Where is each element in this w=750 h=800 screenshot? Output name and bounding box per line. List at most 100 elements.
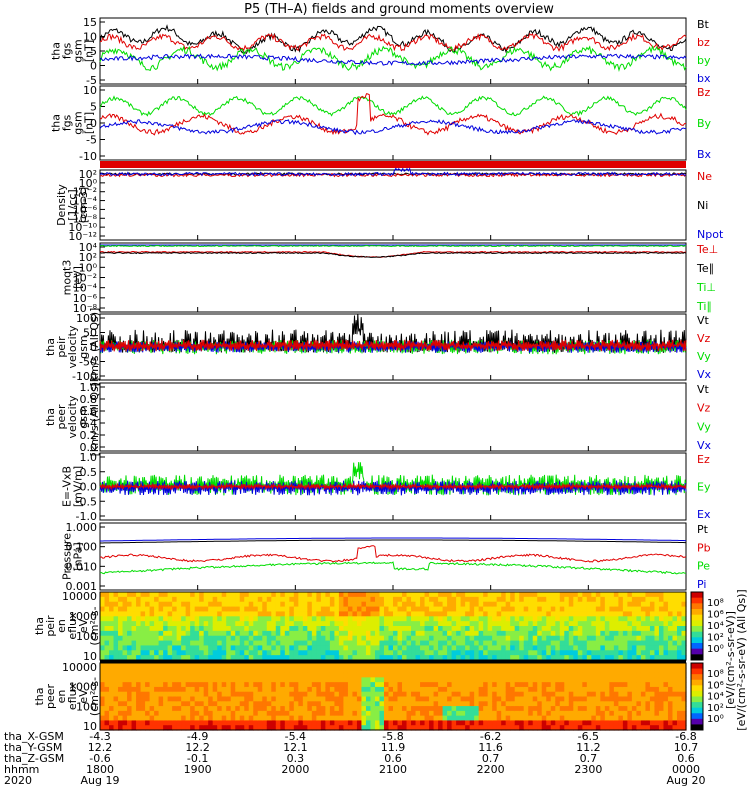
spectrogram-cell <box>388 701 394 707</box>
spectrogram-cell <box>474 701 480 707</box>
spectrogram-cell <box>447 667 453 674</box>
spectrogram-cell <box>365 606 372 613</box>
spectrogram-cell <box>239 706 245 712</box>
spectrogram-cell <box>528 596 534 603</box>
spectrogram-cell <box>136 677 142 683</box>
spectrogram-cell <box>447 650 453 656</box>
spectrogram-cell <box>158 696 164 702</box>
spectrogram-cell <box>212 650 218 656</box>
spectrogram-cell <box>149 672 155 678</box>
spectrogram-cell <box>663 635 669 642</box>
panel-frame <box>99 382 687 452</box>
spectrogram-cell <box>293 650 299 656</box>
spectrogram-cell <box>469 650 475 656</box>
spectrogram-cell <box>361 606 367 613</box>
spectrogram-cell <box>474 635 480 642</box>
spectrogram-cell <box>537 725 543 731</box>
y-tick-label: 5 <box>90 45 97 58</box>
spectrogram-cell <box>654 686 660 693</box>
spectrogram-cell <box>411 626 417 632</box>
spectrogram-cell <box>559 645 565 651</box>
spectrogram-cell <box>118 686 124 693</box>
spectrogram-cell <box>199 596 205 603</box>
spectrogram-cell <box>654 596 660 603</box>
spectrogram-cell <box>532 682 538 688</box>
spectrogram-cell <box>442 672 448 678</box>
spectrogram-cell <box>582 696 588 702</box>
spectrogram-cell <box>235 672 241 678</box>
spectrogram-cell <box>257 686 263 693</box>
spectrogram-cell <box>158 677 164 683</box>
spectrogram-cell <box>266 611 272 617</box>
spectrogram-cell <box>447 640 453 647</box>
spectrogram-cell <box>591 696 597 702</box>
spectrogram-cell <box>163 696 169 702</box>
spectrogram-cell <box>356 611 363 617</box>
spectrogram-cell <box>320 677 326 683</box>
y-tick-label: -1.0 <box>76 510 97 523</box>
spectrogram-cell <box>140 706 146 712</box>
spectrogram-cell <box>604 611 610 617</box>
spectrogram-cell <box>253 611 259 617</box>
spectrogram-cell <box>221 706 227 712</box>
x-gsm-value: -4.9 <box>187 730 208 743</box>
spectrogram-cell <box>627 686 633 693</box>
spectrogram-cell <box>347 650 354 656</box>
spectrogram-cell <box>383 601 390 608</box>
spectrogram-cell <box>492 601 498 608</box>
spectrogram-cell <box>433 601 439 608</box>
spectrogram-cell <box>217 592 223 598</box>
spectrogram-cell <box>212 655 218 661</box>
spectrogram-cell <box>280 606 286 613</box>
spectrogram-cell <box>532 621 538 627</box>
spectrogram-cell <box>239 710 245 717</box>
spectrogram-cell <box>420 626 426 632</box>
series-Pt <box>100 539 686 544</box>
spectrogram-cell <box>347 621 354 627</box>
spectrogram-cell <box>613 596 619 603</box>
spectrogram-cell <box>618 720 624 726</box>
y-tick-label: 10 <box>83 31 97 44</box>
spectrogram-cell <box>613 635 619 642</box>
spectrogram-cell <box>501 706 507 712</box>
spectrogram-cell <box>555 667 561 674</box>
spectrogram-cell <box>541 720 547 726</box>
spectrogram-cell <box>568 645 574 651</box>
spectrogram-cell <box>307 701 313 707</box>
spectrogram-cell <box>429 596 435 603</box>
spectrogram-cell <box>172 655 178 661</box>
spectrogram-cell <box>370 672 376 678</box>
spectrogram-cell <box>284 611 290 617</box>
spectrogram-cell <box>537 640 543 647</box>
spectrogram-cell <box>338 725 345 731</box>
spectrogram-cell <box>474 696 480 702</box>
spectrogram-cell <box>541 672 547 678</box>
spectrogram-cell <box>537 720 543 726</box>
spectrogram-cell <box>343 696 349 702</box>
spectrogram-cell <box>433 630 439 637</box>
spectrogram-cell <box>550 601 556 608</box>
x-row-label: hhmm <box>4 763 39 776</box>
spectrogram-cell <box>555 691 561 698</box>
spectrogram-cell <box>122 715 128 722</box>
spectrogram-cell <box>523 720 529 726</box>
spectrogram-cell <box>469 696 475 702</box>
spectrogram-cell <box>555 601 561 608</box>
spectrogram-cell <box>212 706 218 712</box>
date-end: Aug 20 <box>667 774 706 787</box>
spectrogram-cell <box>582 655 588 661</box>
spectrogram-cell <box>541 592 547 598</box>
spectrogram-cell <box>388 645 394 651</box>
spectrogram-cell <box>311 601 317 608</box>
spectrogram-cell <box>262 630 268 637</box>
spectrogram-cell <box>383 606 390 613</box>
spectrogram-cell <box>383 725 390 731</box>
y-tick-label: 0.0 <box>80 481 98 494</box>
y-tick-label: 100 <box>76 630 97 643</box>
spectrogram-cell <box>541 710 547 717</box>
spectrogram-cell <box>181 626 187 632</box>
spectrogram-cell <box>208 710 214 717</box>
y-axis-label: tha <box>50 42 63 60</box>
spectrogram-cell <box>577 725 583 731</box>
